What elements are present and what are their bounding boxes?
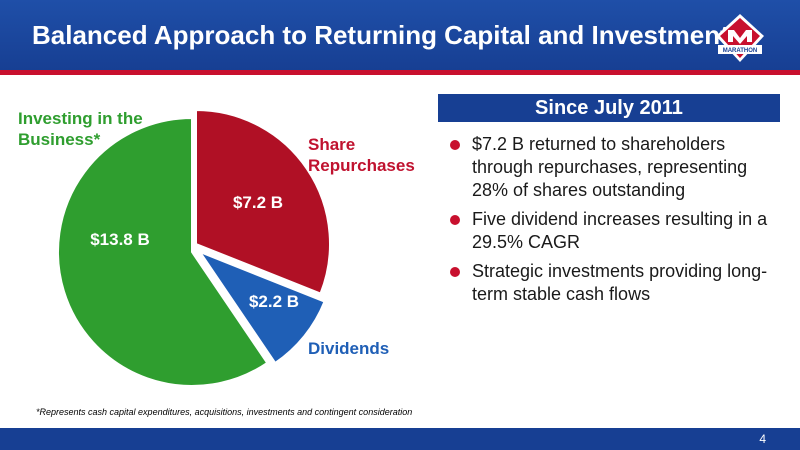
pie-value-label-div: $2.2 B [249,292,299,311]
bullet-list: $7.2 B returned to shareholders through … [448,133,788,312]
bullet-dot-icon [450,267,460,277]
legend-label-dividends: Dividends [308,339,390,358]
logo-text: MARATHON [723,48,758,54]
pie-slice-invest [57,116,269,387]
footnote: *Represents cash capital expenditures, a… [36,407,413,417]
header-bar: Balanced Approach to Returning Capital a… [0,0,800,70]
pie-value-label-invest: $13.8 B [90,230,150,249]
bullet-text: Strategic investments providing long-ter… [472,261,768,304]
pie-slice-share [195,108,331,295]
logo-m-letter [728,30,752,44]
logo-text-band [718,45,762,54]
list-item: Strategic investments providing long-ter… [448,260,788,306]
page-number: 4 [759,432,766,446]
label-share-line2: Repurchases [308,156,415,175]
since-header-box: Since July 2011 [438,94,780,122]
pie-value-labels: $7.2 B $2.2 B $13.8 B [90,193,299,311]
label-investing-line1: Investing in the [18,109,143,128]
list-item: $7.2 B returned to shareholders through … [448,133,788,202]
pie-slices [57,108,331,387]
legend-label-share-repurchases: Share Repurchases [308,134,415,176]
label-share-line1: Share [308,135,356,154]
bullet-text: Five dividend increases resulting in a 2… [472,209,768,252]
since-header-text: Since July 2011 [535,97,683,119]
bullet-dot-icon [450,140,460,150]
footer-bar: 4 [0,428,800,450]
label-investing-line2: Business* [18,130,101,149]
list-item: Five dividend increases resulting in a 2… [448,208,788,254]
bullet-dot-icon [450,215,460,225]
bullet-text: $7.2 B returned to shareholders through … [472,134,748,200]
pie-slice-div [197,249,326,365]
pie-value-label-share: $7.2 B [233,193,283,212]
header-accent-stripe [0,70,800,75]
legend-label-investing: Investing in the Business* [18,108,143,150]
marathon-logo: MARATHON [716,14,764,62]
page-title: Balanced Approach to Returning Capital a… [32,20,729,50]
